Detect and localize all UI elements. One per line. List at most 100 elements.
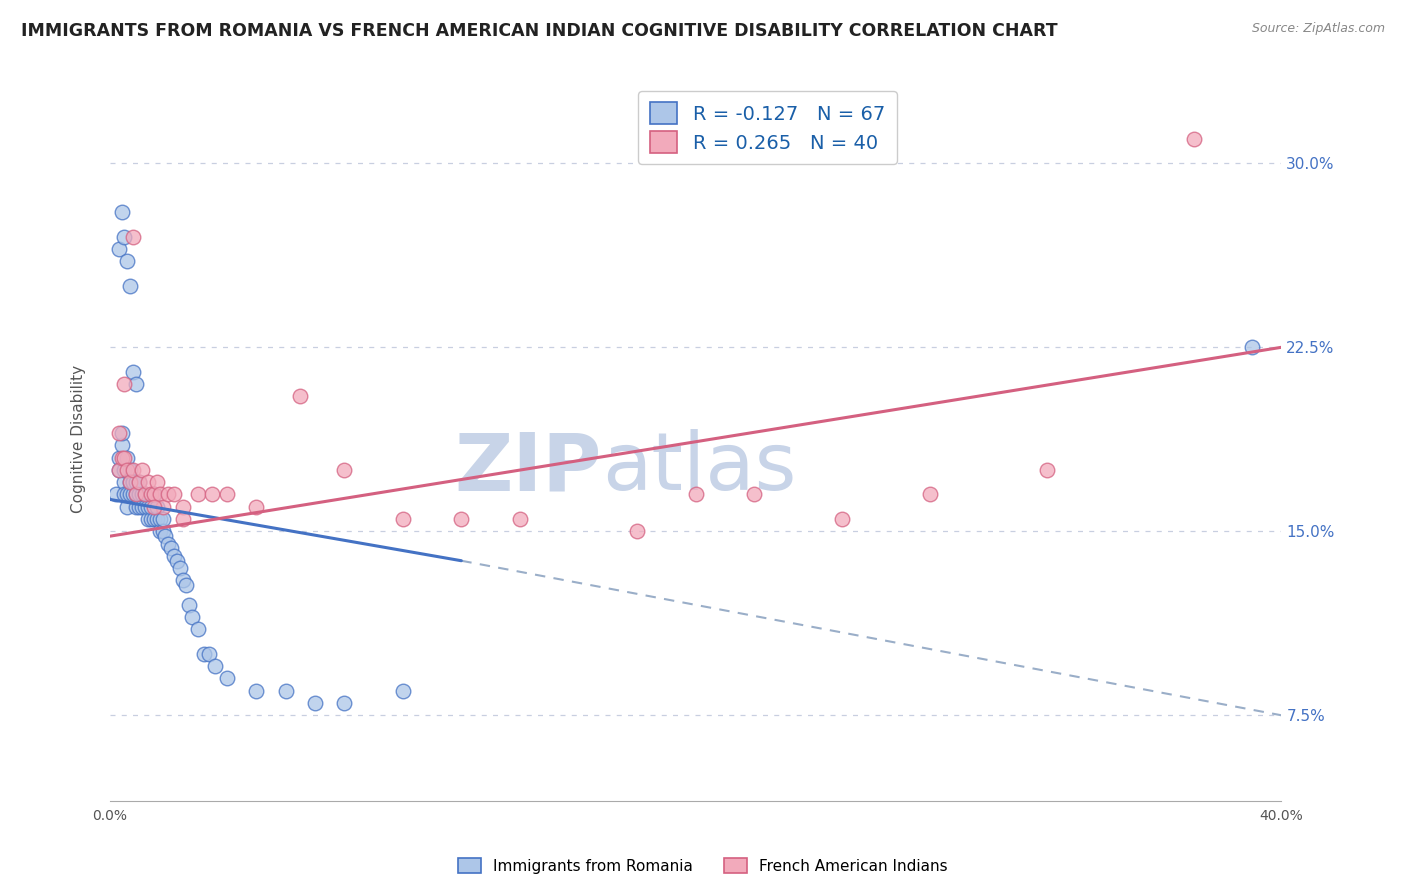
- Point: [152, 500, 174, 514]
- Point: [114, 377, 136, 392]
- Point: [290, 389, 312, 403]
- Point: [107, 450, 129, 465]
- Point: [685, 487, 707, 501]
- Point: [139, 487, 162, 501]
- Point: [177, 598, 200, 612]
- Point: [142, 512, 165, 526]
- Point: [139, 512, 162, 526]
- Point: [107, 463, 129, 477]
- Point: [122, 487, 145, 501]
- Point: [122, 230, 145, 244]
- Point: [131, 500, 153, 514]
- Point: [120, 463, 142, 477]
- Point: [117, 487, 139, 501]
- Point: [245, 500, 267, 514]
- Point: [215, 672, 238, 686]
- Point: [918, 487, 941, 501]
- Legend: R = -0.127   N = 67, R = 0.265   N = 40: R = -0.127 N = 67, R = 0.265 N = 40: [638, 91, 897, 164]
- Point: [136, 500, 159, 514]
- Point: [110, 205, 132, 219]
- Point: [110, 426, 132, 441]
- Point: [333, 696, 356, 710]
- Point: [1036, 463, 1059, 477]
- Point: [134, 487, 156, 501]
- Point: [163, 487, 186, 501]
- Point: [157, 487, 180, 501]
- Y-axis label: Cognitive Disability: Cognitive Disability: [72, 365, 86, 514]
- Point: [157, 536, 180, 550]
- Point: [134, 500, 156, 514]
- Point: [204, 659, 226, 673]
- Point: [125, 487, 148, 501]
- Point: [1182, 132, 1205, 146]
- Point: [128, 475, 150, 490]
- Point: [117, 500, 139, 514]
- Point: [142, 487, 165, 501]
- Point: [139, 500, 162, 514]
- Point: [107, 426, 129, 441]
- Point: [172, 512, 194, 526]
- Point: [114, 475, 136, 490]
- Point: [215, 487, 238, 501]
- Point: [122, 475, 145, 490]
- Point: [742, 487, 765, 501]
- Point: [114, 487, 136, 501]
- Point: [107, 242, 129, 256]
- Point: [104, 487, 127, 501]
- Point: [114, 230, 136, 244]
- Point: [245, 683, 267, 698]
- Point: [193, 647, 215, 661]
- Point: [149, 487, 172, 501]
- Point: [122, 463, 145, 477]
- Point: [391, 512, 413, 526]
- Point: [1241, 340, 1264, 354]
- Point: [155, 529, 177, 543]
- Point: [125, 487, 148, 501]
- Point: [125, 475, 148, 490]
- Point: [120, 487, 142, 501]
- Point: [145, 500, 167, 514]
- Point: [136, 512, 159, 526]
- Point: [134, 487, 156, 501]
- Point: [110, 438, 132, 452]
- Point: [626, 524, 648, 539]
- Point: [131, 487, 153, 501]
- Point: [122, 475, 145, 490]
- Text: Source: ZipAtlas.com: Source: ZipAtlas.com: [1251, 22, 1385, 36]
- Point: [110, 450, 132, 465]
- Legend: Immigrants from Romania, French American Indians: Immigrants from Romania, French American…: [453, 852, 953, 880]
- Point: [391, 683, 413, 698]
- Point: [145, 475, 167, 490]
- Point: [122, 365, 145, 379]
- Point: [198, 647, 221, 661]
- Point: [304, 696, 326, 710]
- Point: [152, 524, 174, 539]
- Point: [152, 512, 174, 526]
- Point: [128, 475, 150, 490]
- Point: [114, 463, 136, 477]
- Point: [136, 475, 159, 490]
- Point: [117, 254, 139, 268]
- Point: [128, 500, 150, 514]
- Point: [145, 512, 167, 526]
- Point: [120, 279, 142, 293]
- Point: [509, 512, 531, 526]
- Point: [107, 463, 129, 477]
- Point: [274, 683, 297, 698]
- Text: ZIP: ZIP: [454, 429, 602, 508]
- Point: [149, 512, 172, 526]
- Point: [174, 578, 197, 592]
- Point: [201, 487, 224, 501]
- Point: [142, 500, 165, 514]
- Point: [180, 610, 202, 624]
- Point: [128, 487, 150, 501]
- Point: [142, 487, 165, 501]
- Point: [125, 377, 148, 392]
- Point: [117, 450, 139, 465]
- Point: [172, 574, 194, 588]
- Point: [125, 500, 148, 514]
- Point: [333, 463, 356, 477]
- Point: [114, 450, 136, 465]
- Point: [149, 524, 172, 539]
- Point: [163, 549, 186, 563]
